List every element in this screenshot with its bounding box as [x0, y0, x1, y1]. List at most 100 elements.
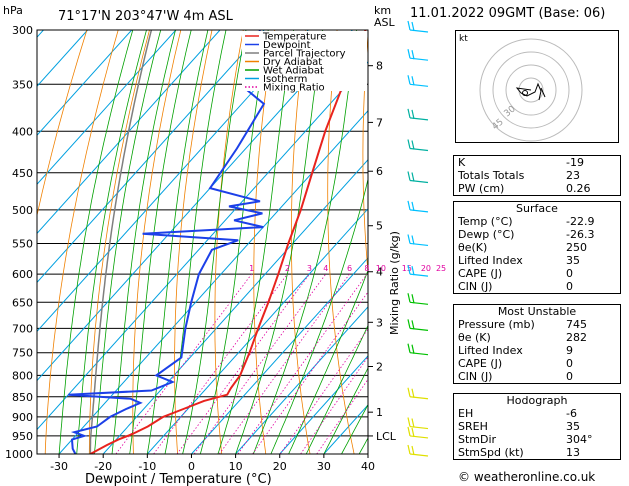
surface-row: CIN (J) 0	[458, 280, 573, 293]
legend-label: Parcel Trajectory	[263, 49, 346, 60]
wind-barb	[407, 293, 429, 305]
x-tick-label: 20	[273, 460, 287, 473]
pressure-tick-label: 550	[12, 237, 33, 250]
mixing-ratio-label: 4	[323, 264, 328, 273]
mixing-ratio-label: 2	[285, 264, 290, 273]
wind-barb	[407, 171, 429, 184]
wind-barb	[407, 49, 429, 61]
dry-adiabat	[291, 30, 311, 454]
pressure-tick-label: 750	[12, 347, 33, 360]
pressure-tick-label: 450	[12, 167, 33, 180]
km-tick-label: 8	[376, 60, 383, 73]
isotherm	[37, 30, 309, 333]
dry-adiabat	[362, 30, 368, 277]
mixing-ratio-label: 3	[307, 264, 312, 273]
mixing-ratio-label: 10	[376, 264, 386, 273]
pressure-tick-label: 800	[12, 369, 33, 382]
mixing-ratio-line	[316, 378, 368, 454]
index-row-k: K -19	[458, 156, 584, 169]
temperature-profile	[89, 30, 367, 454]
x-tick-label: -30	[50, 460, 68, 473]
wet-adiabat	[129, 30, 192, 454]
legend-label: Wet Adiabat	[263, 66, 324, 77]
wet-adiabat	[305, 324, 368, 454]
most-unstable-row: θe (K) 282	[458, 331, 587, 344]
copyright: © weatheronline.co.uk	[458, 470, 596, 484]
isotherm	[37, 30, 133, 137]
wet-adiabat	[76, 30, 147, 454]
pressure-tick-label: 850	[12, 391, 33, 404]
wind-barb	[407, 139, 429, 152]
wet-adiabat	[217, 30, 294, 454]
isotherm	[235, 306, 368, 454]
index-row-totals: Totals Totals 23	[458, 169, 580, 182]
km-tick-label: 1	[376, 406, 383, 419]
km-tick-label: 6	[376, 165, 383, 178]
mixing-ratio-label: 8	[364, 264, 369, 273]
indices-box: K -19 Totals Totals 23 PW (cm) 0.26	[453, 155, 621, 196]
x-tick-label: 10	[229, 460, 243, 473]
wind-barb	[407, 444, 429, 457]
dry-adiabat	[174, 30, 213, 454]
wind-barb	[407, 426, 429, 439]
plot-frame	[36, 29, 369, 455]
mixing-ratio-line	[300, 356, 368, 454]
wind-barb	[407, 319, 429, 331]
km-label: km	[374, 4, 391, 17]
legend-entry: Temperature	[245, 32, 326, 43]
isotherm	[37, 30, 221, 235]
hodograph-params-title: Hodograph	[506, 394, 568, 407]
surface-row: θe(K) 250	[458, 241, 587, 254]
km-tick-label: LCL	[376, 430, 397, 443]
pressure-tick-label: 300	[12, 24, 33, 37]
pressure-tick-label: 700	[12, 322, 33, 335]
wind-barb	[407, 75, 429, 87]
wind-barb	[407, 417, 429, 430]
dry-adiabat	[397, 30, 442, 454]
pressure-tick-label: 400	[12, 125, 33, 138]
hodograph-unit: kt	[459, 34, 468, 44]
most-unstable-row: Pressure (mb) 745	[458, 318, 587, 331]
dry-adiabat	[327, 30, 355, 454]
storm-motion-marker	[522, 90, 528, 96]
x-tick-label: -20	[94, 460, 112, 473]
hodograph: kt 30 45	[455, 30, 619, 143]
km-tick-label: 5	[376, 220, 383, 233]
mixing-ratio-label: 1	[249, 264, 254, 273]
hodograph-param-row: EH -6	[458, 407, 577, 420]
index-row-pw: PW (cm) 0.26	[458, 182, 591, 195]
dry-adiabat	[214, 30, 244, 454]
x-tick-label: 30	[317, 460, 331, 473]
forecast-datetime: 11.01.2022 09GMT (Base: 06)	[410, 6, 606, 21]
dry-adiabat	[132, 30, 182, 454]
isotherm	[37, 30, 353, 382]
surface-box: Surface Temp (°C) -22.9 Dewp (°C) -26.3 θe…	[453, 201, 621, 294]
hodograph-param-row: SREH 35	[458, 420, 580, 433]
surface-row: Temp (°C) -22.9	[458, 215, 595, 228]
mixing-ratio-label: 6	[347, 264, 352, 273]
legend-entry: Dewpoint	[245, 40, 311, 51]
isotherm	[37, 30, 177, 186]
dry-adiabat	[88, 30, 150, 454]
wet-adiabat	[252, 30, 357, 454]
legend-entry: Dry Adiabat	[245, 57, 322, 68]
location-label: 71°17'N 203°47'W 4m ASL	[58, 9, 234, 24]
surface-row: Dewp (°C) -26.3	[458, 228, 595, 241]
wet-adiabat	[182, 30, 247, 454]
legend-label: Mixing Ratio	[263, 83, 325, 94]
dry-adiabat	[37, 30, 88, 218]
pressure-tick-label: 600	[12, 268, 33, 281]
wet-adiabat	[111, 30, 176, 454]
hodograph-params-box: Hodograph EH -6 SREH 35 StmDir 304° StmSpd …	[453, 393, 621, 460]
km-tick-label: 2	[376, 361, 383, 374]
mixing-ratio-line	[279, 328, 368, 454]
mixing-ratio-line	[218, 273, 350, 454]
mixing-ratio-line	[252, 291, 368, 454]
mixing-ratio-label: 20	[421, 264, 431, 273]
pressure-tick-label: 1000	[5, 448, 33, 461]
x-tick-label: 0	[188, 460, 195, 473]
surface-row: Lifted Index 35	[458, 254, 580, 267]
wet-adiabat	[199, 30, 269, 454]
